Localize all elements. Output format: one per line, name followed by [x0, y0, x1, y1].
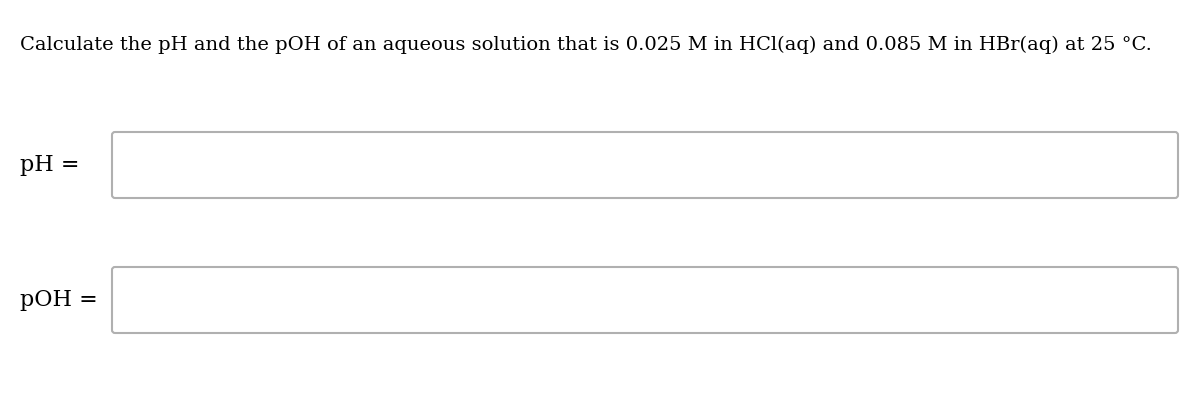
Text: pH =: pH = [20, 154, 79, 176]
Text: Calculate the pH and the pOH of an aqueous solution that is 0.025 M in HCl(aq) a: Calculate the pH and the pOH of an aqueo… [20, 36, 1152, 54]
FancyBboxPatch shape [112, 267, 1178, 333]
FancyBboxPatch shape [112, 132, 1178, 198]
Text: pOH =: pOH = [20, 289, 97, 311]
